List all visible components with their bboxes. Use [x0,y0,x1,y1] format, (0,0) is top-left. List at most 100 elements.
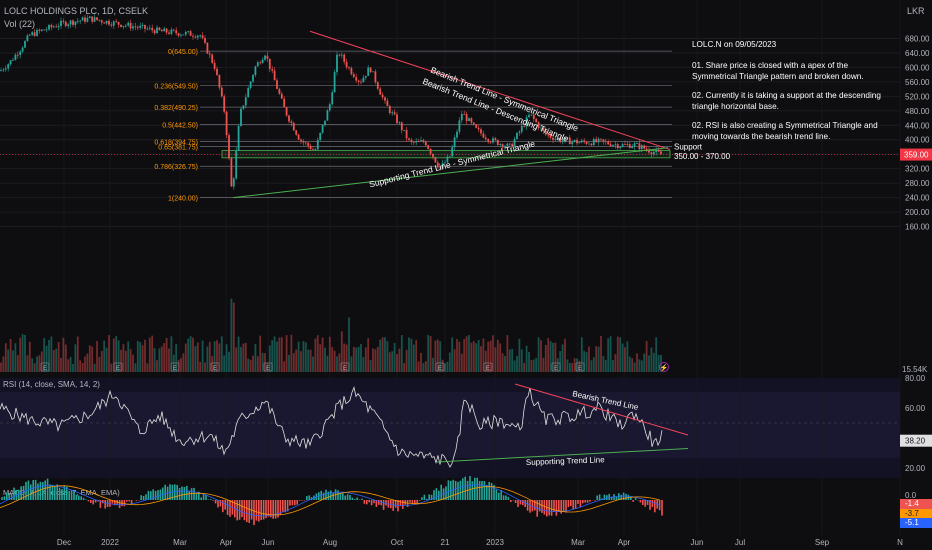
candle-body [204,38,206,43]
volume-bar [439,341,442,372]
macd-line [0,484,661,517]
macd-hist-bar [565,500,567,513]
candle-body [328,104,331,111]
note-line-1: 01. Share price is closed with a apex of… [692,61,864,81]
candle-body [388,105,391,113]
volume-bar [156,360,158,372]
candle-body [213,62,216,69]
volume-bar [350,356,353,372]
volume-bar [134,363,137,372]
volume-bar [345,344,348,372]
macd-hist-bar [224,500,226,510]
macd-hist-bar [164,484,166,500]
candle-body [228,135,230,159]
volume-bar [506,335,509,372]
volume-bar [626,341,629,372]
macd-hist-bar [154,491,157,500]
macd-hist-bar [325,489,327,500]
macd-hist-bar [495,489,498,500]
macd-hist-bar [253,500,255,526]
volume-bar [523,362,526,372]
macd-hist-bar [428,494,430,500]
volume-bar [163,343,166,372]
volume-bar [223,355,226,372]
price-tick: 320.00 [905,165,930,174]
candle-body [592,139,595,146]
macd-hist-bar [406,500,409,507]
macd-hist-bar [498,492,500,500]
candle-body [74,21,77,25]
candle-body [609,144,612,147]
macd-hist-bar [46,478,49,500]
volume-bar [208,341,211,372]
volume-bar [376,346,379,372]
volume-bar [288,354,290,372]
candle-body [626,144,629,145]
note-line-3: 02. RSI is also creating a Symmetrical T… [692,121,878,141]
volume-bar [475,343,478,372]
candle-body [259,62,262,64]
volume-bar [540,340,542,372]
candle-body [403,129,406,131]
volume-bar [244,342,247,372]
candle-body [14,54,17,60]
volume-bar [40,351,43,372]
volume-bar [609,336,612,372]
macd-hist-bar [380,500,382,506]
macd-hist-bar [634,496,637,500]
candle-body [112,21,115,26]
volume-bar [482,338,485,372]
volume-bar [297,341,300,372]
price-tick: 640.00 [905,49,930,58]
macd-hist-bar [39,481,42,500]
candle-body [4,68,7,70]
macd-hist-bar [279,500,282,516]
candle-body [441,163,444,169]
earnings-marker-label: E [486,366,490,372]
macd-hist-bar [546,500,548,517]
candle-body [532,114,535,119]
candle-body [256,62,259,67]
candle-body [511,143,514,147]
volume-bar [484,350,487,372]
candle-body [45,29,48,31]
volume-bar [400,335,403,372]
x-tick: 2023 [486,538,504,547]
macd-hist-bar [464,476,466,500]
macd-hist-bar [8,492,10,500]
candle-body [199,35,202,37]
earnings-marker-label: E [43,366,47,372]
bearish-trend-line [309,30,671,150]
volume-bar [369,360,372,372]
macd-hist-bar [198,491,200,500]
volume-bar [60,357,62,372]
volume-bar [24,334,26,372]
volume-bar [52,350,55,372]
volume-bar [554,342,557,372]
macd-hist-bar [440,484,442,500]
volume-bar [532,359,535,372]
candle-body [516,132,518,139]
volume-bar [564,338,566,372]
macd-hist-bar [342,493,344,500]
candle-body [247,87,250,98]
macd-hist-bar [51,484,54,500]
volume-bar [31,358,34,372]
candle-body [360,81,362,83]
macd-hist-bar [603,494,606,500]
supporting-trend-line [232,147,669,199]
candle-body [304,142,307,144]
candle-body [88,16,91,19]
macd-hist-bar [85,499,87,500]
candle-body [453,137,456,148]
macd-hist-bar [229,500,231,517]
volume-bar [333,350,336,372]
volume-bar [55,348,58,372]
candle-body [273,70,276,81]
volume-bar [588,346,590,372]
macd-hist-bar [488,481,490,500]
macd-hist-bar [308,495,310,500]
volume-bar [187,338,190,372]
rsi-support-line [436,448,689,463]
